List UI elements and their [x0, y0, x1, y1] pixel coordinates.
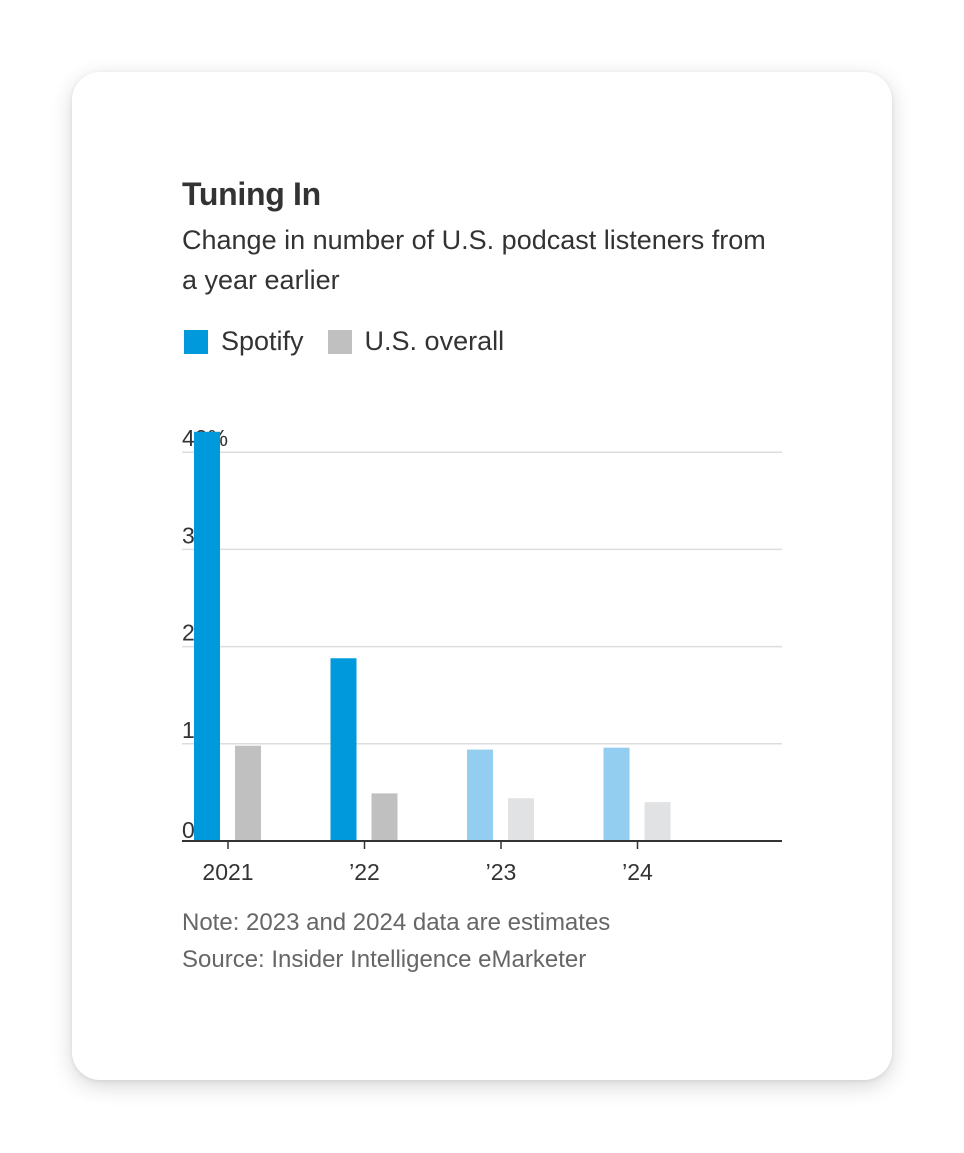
legend-item-us-overall: U.S. overall: [327, 326, 505, 357]
bar-spotify: [330, 658, 357, 841]
y-tick-label: 0: [182, 817, 195, 843]
chart-title: Tuning In: [182, 176, 321, 212]
bar-us-overall: [371, 793, 398, 841]
x-tick-label: ’23: [486, 859, 517, 885]
bar-us-overall: [644, 802, 671, 841]
chart-card: Tuning In Change in number of U.S. podca…: [72, 72, 892, 1080]
bar-us-overall: [508, 798, 534, 841]
bar-spotify: [603, 747, 630, 841]
bar-chart: 010203040%2021’22’23’24: [182, 425, 782, 885]
chart-notes: Note: 2023 and 2024 data are estimates S…: [182, 904, 610, 978]
legend-label-spotify: Spotify: [221, 326, 304, 356]
legend-swatch-us-overall: [327, 329, 352, 354]
x-tick-label: ’24: [622, 859, 653, 885]
chart-subtitle: Change in number of U.S. podcast listene…: [182, 225, 766, 295]
bar-spotify: [467, 749, 493, 841]
bar-us-overall: [235, 745, 261, 841]
x-tick-label: ’22: [349, 859, 380, 885]
legend-label-us-overall: U.S. overall: [364, 326, 505, 356]
legend-swatch-spotify: [184, 329, 208, 354]
source-text: Source: Insider Intelligence eMarketer: [182, 946, 587, 973]
bar-spotify: [194, 431, 220, 841]
chart-legend: Spotify U.S. overall: [184, 326, 528, 357]
note-text: Note: 2023 and 2024 data are estimates: [182, 909, 611, 936]
legend-item-spotify: Spotify: [184, 326, 304, 357]
x-tick-label: 2021: [202, 859, 253, 885]
